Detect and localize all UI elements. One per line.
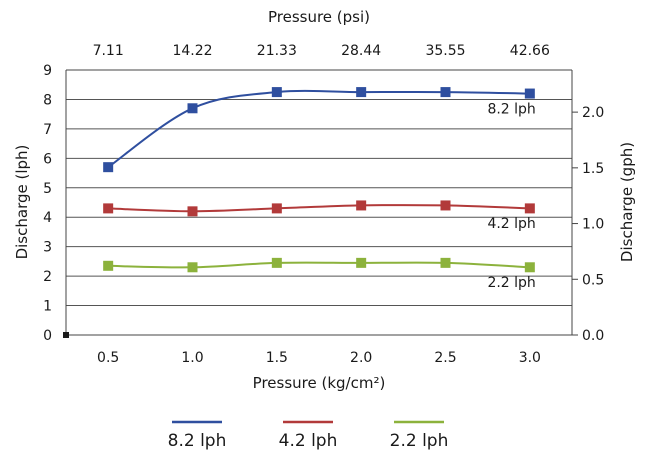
top-tick-label: 28.44 [341, 43, 381, 59]
data-point [524, 262, 535, 273]
top-tick-label: 7.11 [93, 43, 124, 59]
top-tick-label: 21.33 [257, 43, 297, 59]
left-tick-labels: 0 1 2 3 4 5 6 7 8 9 [43, 63, 52, 344]
legend: 8.2 lph 4.2 lph 2.2 lph [168, 420, 449, 450]
series-inline-label: 2.2 lph [487, 275, 535, 291]
left-tick-label: 7 [43, 122, 52, 138]
right-tick-label: 1.0 [582, 217, 604, 233]
data-point [187, 103, 198, 114]
legend-label-2-2: 2.2 lph [390, 431, 449, 450]
data-point [103, 162, 114, 173]
data-point [103, 203, 114, 214]
series-group: 8.2 lph 4.2 lph 2.2 lph [103, 87, 536, 291]
series-line [107, 89, 530, 169]
top-tick-label: 42.66 [510, 43, 550, 59]
data-point [440, 200, 451, 211]
right-tick-label: 0.0 [582, 328, 604, 344]
data-point [103, 260, 114, 271]
left-tick-label: 9 [43, 63, 52, 79]
series-line [108, 204, 530, 213]
left-tick-label: 4 [43, 210, 52, 226]
bottom-tick-label: 3.0 [519, 350, 541, 366]
right-tick-label: 1.5 [582, 161, 604, 177]
top-tick-label: 35.55 [425, 43, 465, 59]
series-line [108, 261, 530, 269]
top-tick-labels: 7.11 14.22 21.33 28.44 35.55 42.66 [93, 43, 550, 59]
bottom-axis-title: Pressure (kg/cm²) [253, 374, 386, 392]
data-point [271, 203, 282, 214]
legend-label-4-2: 4.2 lph [279, 431, 338, 450]
bottom-tick-label: 2.0 [350, 350, 372, 366]
left-tick-label: 3 [43, 240, 52, 256]
data-point [356, 87, 367, 98]
right-tick-label: 0.5 [582, 272, 604, 288]
right-axis-title: Discharge (gph) [618, 142, 636, 262]
left-tick-label: 6 [43, 151, 52, 167]
right-tick-labels: 0.0 0.5 1.0 1.5 2.0 [572, 105, 604, 344]
data-point [187, 206, 198, 217]
series-inline-label: 4.2 lph [487, 216, 535, 232]
data-point [440, 257, 451, 268]
data-point [524, 88, 535, 99]
left-tick-label: 8 [43, 92, 52, 108]
data-point [271, 87, 282, 98]
left-tick-label: 2 [43, 269, 52, 285]
data-point [356, 200, 367, 211]
origin-marker [63, 332, 69, 338]
top-tick-label: 14.22 [172, 43, 212, 59]
series-inline-label: 8.2 lph [487, 101, 535, 117]
legend-label-8-2: 8.2 lph [168, 431, 227, 450]
bottom-tick-label: 0.5 [97, 350, 119, 366]
data-point [440, 87, 451, 98]
left-tick-label: 0 [43, 328, 52, 344]
bottom-tick-labels: 0.5 1.0 1.5 2.0 2.5 3.0 [97, 350, 541, 366]
data-point [187, 262, 198, 273]
left-tick-label: 5 [43, 181, 52, 197]
left-tick-label: 1 [43, 299, 52, 315]
data-point [356, 257, 367, 268]
bottom-tick-label: 1.0 [181, 350, 203, 366]
top-axis-title: Pressure (psi) [268, 8, 370, 26]
left-axis-title: Discharge (lph) [13, 145, 31, 260]
bottom-tick-label: 2.5 [434, 350, 456, 366]
grid-lines [66, 98, 572, 307]
bottom-tick-label: 1.5 [266, 350, 288, 366]
right-tick-label: 2.0 [582, 105, 604, 121]
data-point [524, 203, 535, 214]
data-point [271, 257, 282, 268]
